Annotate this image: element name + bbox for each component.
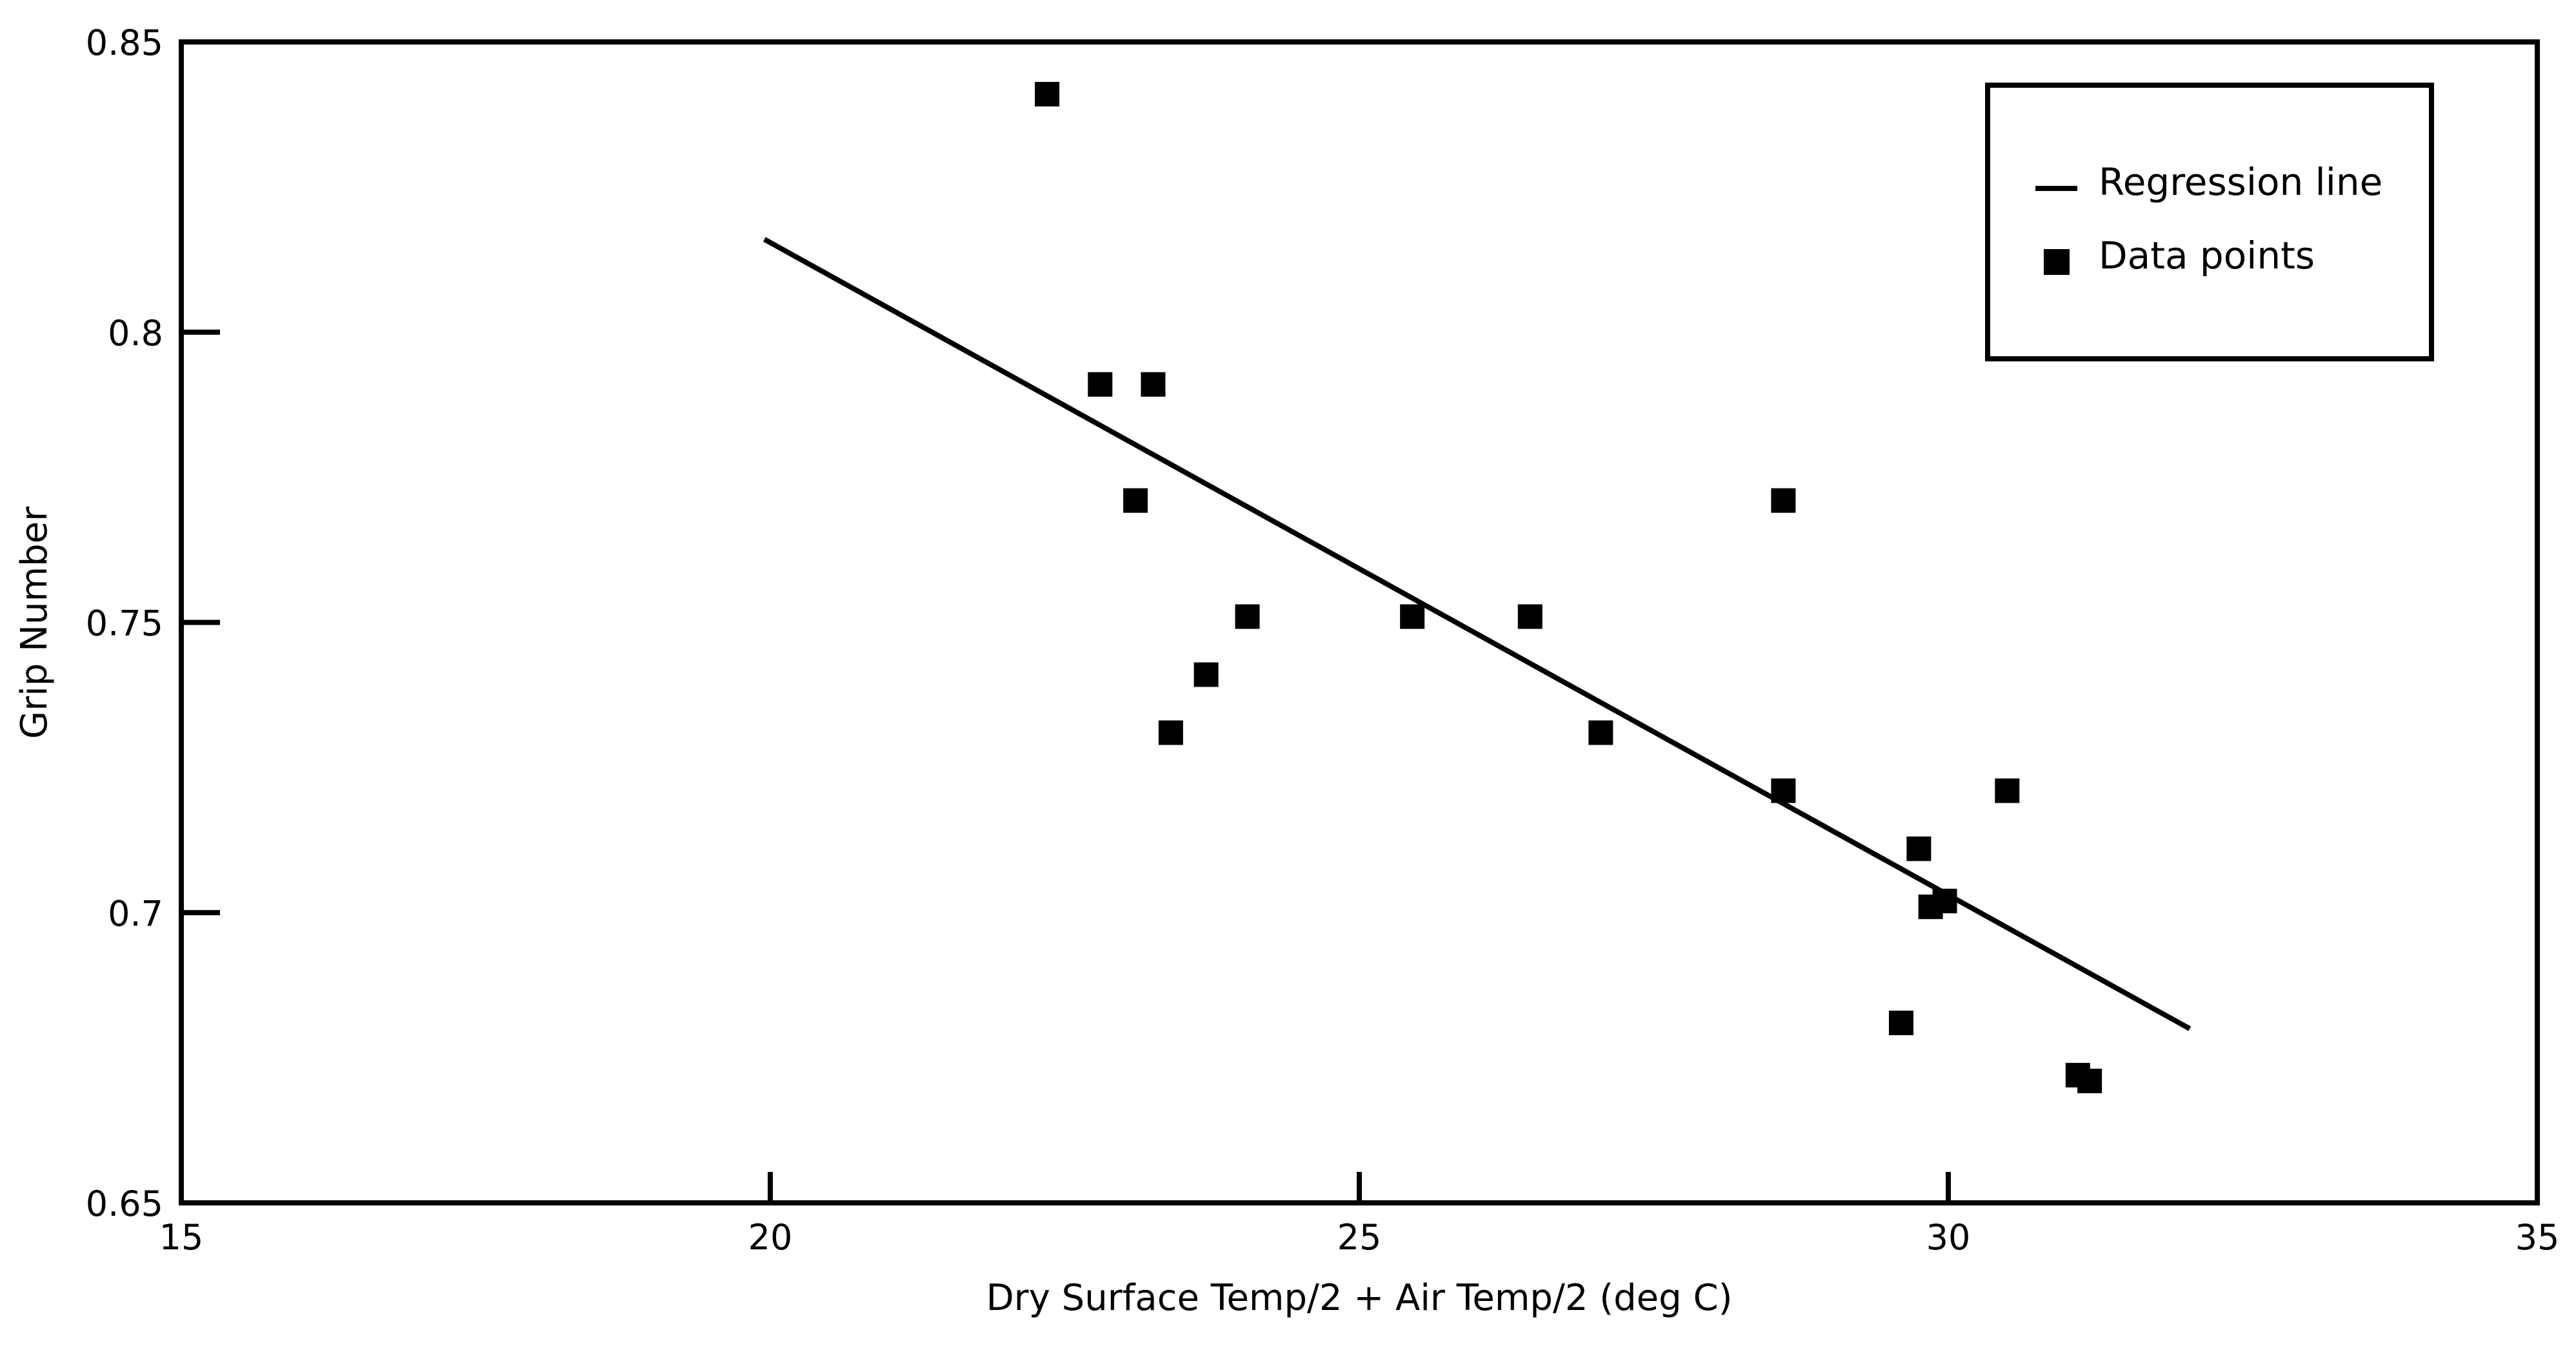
- y-tick-label-2: 0.75: [86, 603, 163, 644]
- data-point-1: [1088, 372, 1113, 397]
- data-point-2: [1141, 372, 1166, 397]
- data-point-5: [1193, 662, 1219, 687]
- x-tick-label-2: 25: [1337, 1217, 1382, 1258]
- regression-line: [763, 237, 2192, 1031]
- data-point-8: [1517, 604, 1543, 629]
- data-point-18: [2077, 1069, 2102, 1094]
- data-point-7: [1400, 604, 1425, 629]
- data-point-11: [1771, 778, 1796, 803]
- x-tick-label-3: 30: [1926, 1217, 1971, 1258]
- legend-label-regression: Regression line: [2099, 160, 2382, 204]
- axis-tick-labels: 15 20 25 30 35 0.65 0.7 0.75 0.8 0.85: [86, 23, 2560, 1258]
- data-points-layer: [1035, 81, 2102, 1094]
- data-point-9: [1588, 720, 1613, 745]
- axis-ticks: [179, 39, 2540, 1205]
- y-tick-label-1: 0.7: [108, 893, 163, 934]
- data-point-3: [1123, 488, 1148, 513]
- x-tick-label-4: 35: [2515, 1217, 2560, 1258]
- y-tick-label-0: 0.65: [86, 1184, 163, 1224]
- legend-square-swatch: [2044, 249, 2070, 275]
- y-tick-label-4: 0.85: [86, 23, 163, 63]
- y-tick-label-3: 0.8: [108, 313, 163, 354]
- legend-label-data-points: Data points: [2099, 234, 2315, 277]
- legend: Regression line Data points: [1985, 83, 2434, 361]
- data-point-14: [1932, 889, 1957, 914]
- data-point-16: [1888, 1011, 1913, 1036]
- data-point-10: [1771, 488, 1796, 513]
- data-point-12: [1906, 836, 1932, 861]
- data-point-4: [1158, 720, 1183, 745]
- legend-box: [1985, 83, 2434, 361]
- regression-line-layer: [763, 237, 2192, 1031]
- data-point-15: [1995, 778, 2020, 803]
- y-axis-title: Grip Number: [14, 506, 55, 739]
- x-tick-label-0: 15: [159, 1217, 204, 1258]
- x-tick-label-1: 20: [748, 1217, 793, 1258]
- x-axis-title: Dry Surface Temp/2 + Air Temp/2 (deg C): [986, 1277, 1733, 1319]
- data-point-6: [1235, 604, 1260, 629]
- data-point-0: [1035, 81, 1060, 106]
